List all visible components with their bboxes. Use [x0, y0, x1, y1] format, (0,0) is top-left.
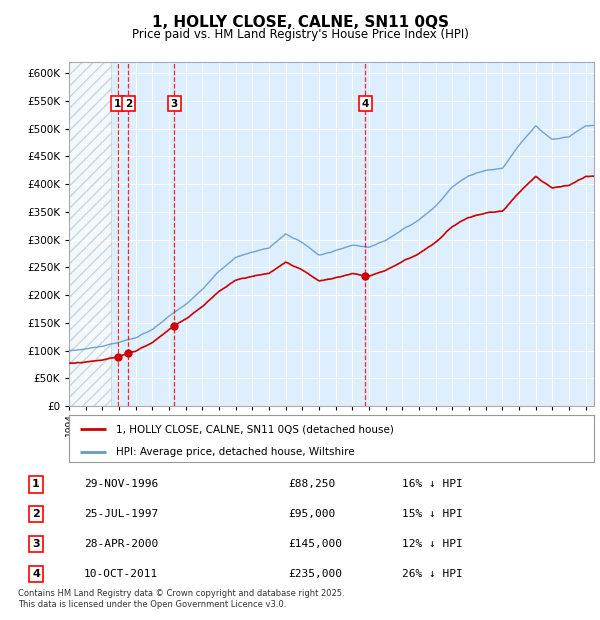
- Text: Price paid vs. HM Land Registry's House Price Index (HPI): Price paid vs. HM Land Registry's House …: [131, 29, 469, 41]
- Text: 2: 2: [32, 509, 40, 519]
- Text: Contains HM Land Registry data © Crown copyright and database right 2025.
This d: Contains HM Land Registry data © Crown c…: [18, 590, 344, 609]
- Text: 3: 3: [171, 99, 178, 108]
- Text: 29-NOV-1996: 29-NOV-1996: [84, 479, 158, 489]
- Text: 10-OCT-2011: 10-OCT-2011: [84, 569, 158, 578]
- Text: 4: 4: [32, 569, 40, 578]
- Text: 1, HOLLY CLOSE, CALNE, SN11 0QS (detached house): 1, HOLLY CLOSE, CALNE, SN11 0QS (detache…: [116, 424, 394, 435]
- Text: 1: 1: [114, 99, 121, 108]
- Text: 15% ↓ HPI: 15% ↓ HPI: [402, 509, 463, 519]
- Text: 16% ↓ HPI: 16% ↓ HPI: [402, 479, 463, 489]
- Text: £235,000: £235,000: [288, 569, 342, 578]
- Text: £145,000: £145,000: [288, 539, 342, 549]
- Text: £88,250: £88,250: [288, 479, 335, 489]
- Text: 1, HOLLY CLOSE, CALNE, SN11 0QS: 1, HOLLY CLOSE, CALNE, SN11 0QS: [151, 16, 449, 30]
- Text: 3: 3: [32, 539, 40, 549]
- Text: 26% ↓ HPI: 26% ↓ HPI: [402, 569, 463, 578]
- Text: 12% ↓ HPI: 12% ↓ HPI: [402, 539, 463, 549]
- Text: HPI: Average price, detached house, Wiltshire: HPI: Average price, detached house, Wilt…: [116, 446, 355, 457]
- Text: £95,000: £95,000: [288, 509, 335, 519]
- Text: 1: 1: [32, 479, 40, 489]
- Text: 2: 2: [125, 99, 132, 108]
- Text: 28-APR-2000: 28-APR-2000: [84, 539, 158, 549]
- Text: 4: 4: [362, 99, 369, 108]
- Bar: [69, 62, 110, 406]
- Text: 25-JUL-1997: 25-JUL-1997: [84, 509, 158, 519]
